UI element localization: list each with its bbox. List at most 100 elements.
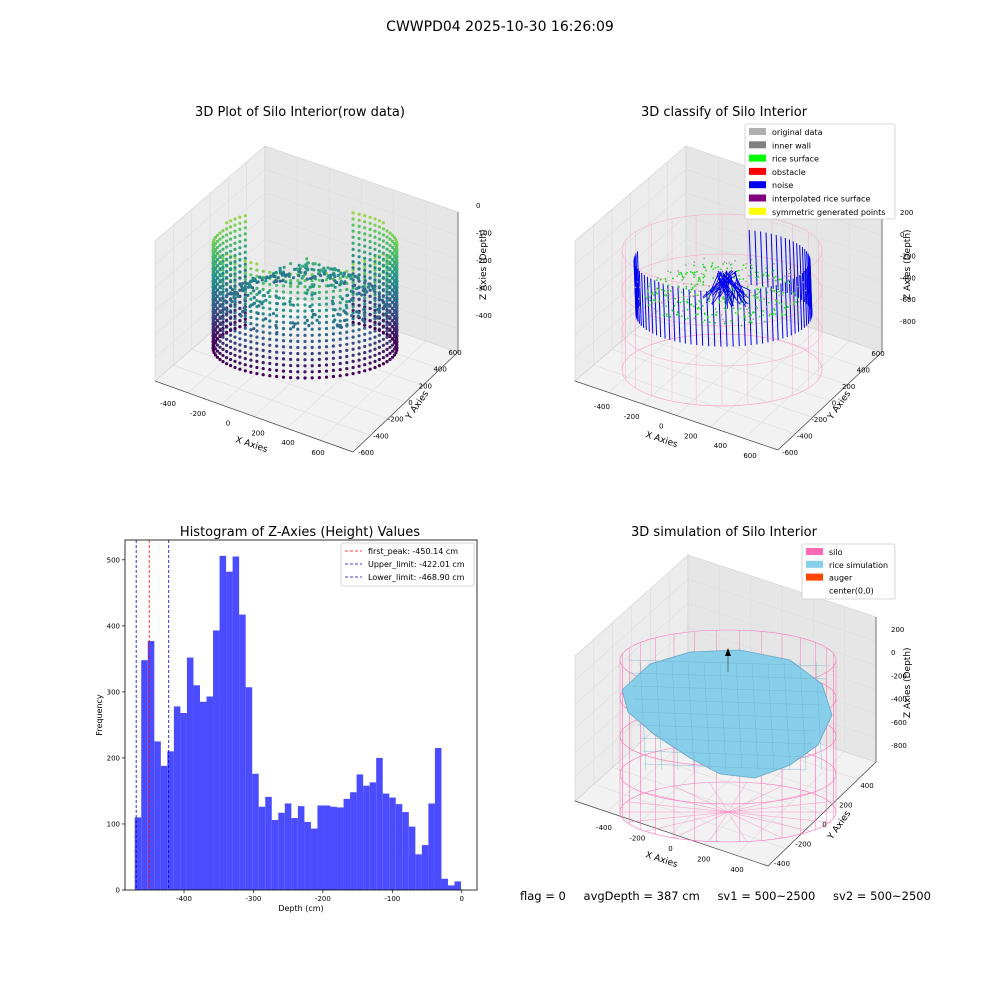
legend-label: original data bbox=[772, 128, 823, 137]
data-point bbox=[215, 288, 220, 292]
data-point bbox=[395, 307, 399, 311]
data-point bbox=[342, 271, 346, 275]
data-point bbox=[351, 302, 355, 306]
data-point bbox=[324, 302, 329, 306]
histogram-bar bbox=[213, 630, 220, 890]
x-tick-label: -300 bbox=[245, 895, 261, 903]
data-point bbox=[230, 299, 234, 304]
data-point bbox=[233, 335, 237, 339]
data-point bbox=[233, 286, 237, 290]
tick-label: -100 bbox=[476, 230, 492, 238]
data-point bbox=[351, 260, 355, 264]
rice-point bbox=[772, 290, 774, 292]
histogram-title: Histogram of Z-Axies (Height) Values bbox=[180, 525, 420, 540]
original-point bbox=[731, 263, 733, 265]
data-point bbox=[395, 258, 399, 263]
data-point bbox=[275, 350, 279, 354]
rice-point bbox=[748, 307, 750, 310]
rice-point bbox=[672, 277, 674, 280]
data-point bbox=[377, 243, 381, 247]
data-point bbox=[373, 323, 377, 327]
noise-points bbox=[694, 290, 698, 346]
tick-label: 600 bbox=[311, 449, 324, 457]
data-point bbox=[385, 284, 389, 288]
data-point bbox=[388, 286, 392, 290]
noise-points bbox=[796, 276, 800, 332]
original-point bbox=[667, 270, 669, 273]
data-point bbox=[229, 286, 233, 290]
surface-mesh bbox=[627, 659, 831, 667]
data-point bbox=[225, 245, 229, 249]
rice-point bbox=[710, 265, 713, 268]
data-point bbox=[255, 286, 259, 290]
data-point bbox=[249, 364, 253, 368]
data-point bbox=[233, 253, 237, 258]
data-point bbox=[281, 271, 286, 276]
data-point bbox=[376, 316, 380, 320]
original-point bbox=[766, 306, 768, 308]
panel-raw-points bbox=[211, 211, 399, 380]
rice-point bbox=[729, 263, 732, 266]
data-point bbox=[373, 305, 377, 309]
data-point bbox=[357, 334, 361, 338]
data-point bbox=[368, 306, 372, 311]
data-point bbox=[390, 239, 395, 243]
noise-points bbox=[799, 245, 803, 301]
data-point bbox=[218, 231, 222, 235]
data-point bbox=[351, 272, 355, 276]
data-point bbox=[238, 361, 242, 365]
legend-swatch bbox=[749, 194, 766, 202]
original-point bbox=[704, 267, 706, 269]
data-point bbox=[243, 244, 247, 248]
data-point bbox=[289, 262, 293, 266]
data-point bbox=[246, 285, 250, 289]
data-point bbox=[388, 334, 392, 339]
data-point bbox=[385, 293, 389, 297]
x-tick-label: -100 bbox=[384, 895, 400, 903]
data-point bbox=[349, 289, 353, 293]
data-point bbox=[390, 264, 395, 268]
surface-mesh bbox=[633, 698, 822, 706]
rice-point bbox=[756, 307, 759, 309]
data-point bbox=[390, 331, 395, 335]
data-point bbox=[289, 351, 293, 355]
y-tick-label: 500 bbox=[107, 556, 120, 564]
rice-point bbox=[651, 302, 654, 304]
rice-point bbox=[685, 286, 688, 288]
data-point bbox=[243, 274, 247, 279]
data-point bbox=[215, 294, 220, 298]
original-point bbox=[772, 277, 774, 279]
histogram-bar bbox=[226, 571, 233, 890]
original-point bbox=[668, 293, 670, 296]
rice-point bbox=[780, 278, 782, 281]
data-point bbox=[276, 276, 280, 280]
rice-point bbox=[723, 301, 726, 304]
rice-point bbox=[788, 282, 791, 285]
data-point bbox=[385, 341, 389, 345]
data-point bbox=[385, 332, 389, 336]
data-point bbox=[395, 313, 399, 317]
data-point bbox=[249, 340, 253, 344]
data-point bbox=[326, 266, 330, 270]
data-point bbox=[301, 264, 305, 268]
data-point bbox=[268, 374, 272, 378]
data-point bbox=[317, 315, 321, 319]
noise-points bbox=[636, 268, 640, 324]
histogram-bar bbox=[239, 614, 246, 890]
data-point bbox=[385, 317, 389, 321]
rice-point bbox=[762, 273, 764, 275]
data-point bbox=[388, 274, 392, 278]
rice-point bbox=[651, 291, 654, 294]
data-point bbox=[218, 351, 222, 355]
data-point bbox=[363, 293, 367, 297]
data-point bbox=[317, 321, 321, 325]
data-point bbox=[338, 295, 342, 299]
tick-label: -400 bbox=[160, 400, 176, 408]
rice-point bbox=[698, 278, 701, 280]
rice-point bbox=[691, 271, 694, 274]
data-point bbox=[238, 337, 242, 341]
data-point bbox=[350, 314, 354, 318]
original-point bbox=[778, 294, 780, 297]
data-point bbox=[238, 276, 242, 280]
